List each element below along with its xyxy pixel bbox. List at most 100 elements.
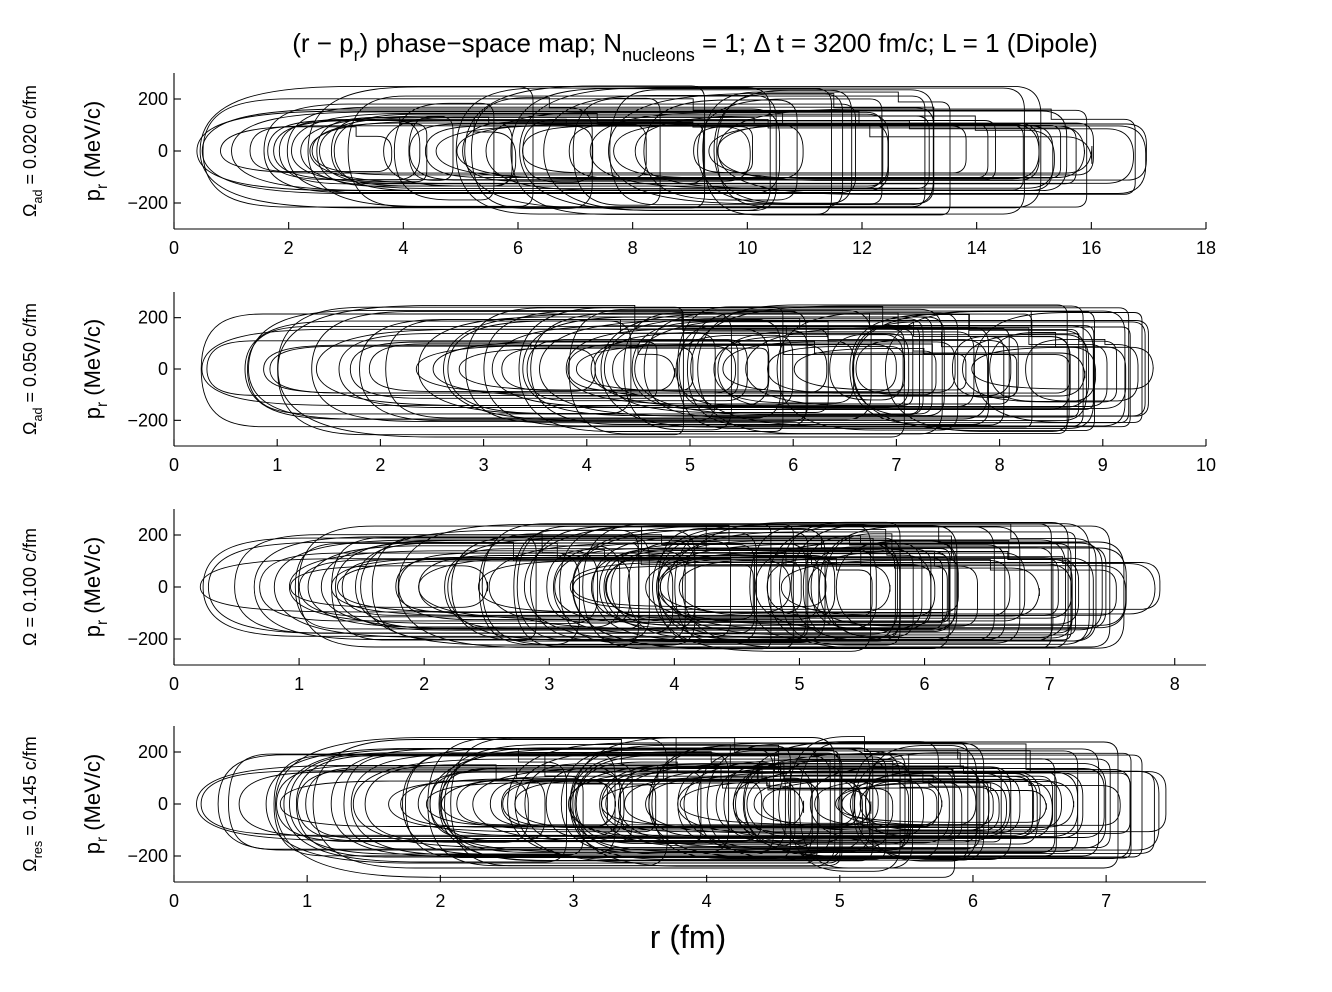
orbit-trace (309, 120, 1134, 184)
orbit-trace (659, 543, 932, 630)
orbit-trace (427, 737, 843, 867)
x-tick-label: 0 (169, 455, 179, 475)
panel-1: 0 2 4 6 8 10 12 14 16 18 200 0 −200 pr (MeV/c) Ωad = 0… (20, 73, 1216, 258)
orbit-trace (207, 541, 674, 634)
orbit-trace (199, 85, 1042, 209)
orbit-traces (196, 736, 1167, 878)
x-tick-label: 4 (398, 238, 408, 258)
orbit-trace (295, 754, 1143, 858)
orbit-trace (418, 556, 754, 620)
orbit-trace (708, 124, 1040, 180)
orbit-trace (220, 125, 1093, 174)
orbit-trace (717, 123, 1040, 181)
orbit-trace (599, 547, 1127, 629)
orbit-trace (686, 311, 807, 427)
orbit-trace (276, 765, 842, 843)
orbit-trace (196, 110, 1068, 192)
orbit-trace (592, 535, 1054, 641)
orbit-trace (248, 310, 872, 420)
orbit-trace (835, 782, 1047, 823)
orbit-trace (603, 318, 829, 413)
x-tick-label: 4 (582, 455, 592, 475)
orbit-trace (298, 559, 936, 618)
x-tick-label: 18 (1196, 238, 1216, 258)
orbit-trace (217, 754, 1160, 851)
orbit-trace (288, 550, 599, 624)
orbit-trace (627, 541, 731, 638)
orbit-trace (648, 771, 1041, 838)
orbit-trace (307, 545, 621, 628)
y-tick-label: 200 (138, 525, 168, 545)
panel-2: 0 1 2 3 4 5 6 7 8 9 10 200 0 −200 pr (MeV/c) Ωad = 0.05… (20, 292, 1216, 475)
orbit-trace (571, 525, 1125, 649)
orbit-trace (717, 331, 1127, 409)
orbit-trace (702, 91, 951, 216)
orbit-trace (742, 741, 939, 858)
orbit-trace (717, 108, 1136, 195)
x-tick-label: 9 (1098, 455, 1108, 475)
orbit-trace (854, 752, 1012, 860)
orbit-trace (678, 559, 1040, 617)
orbit-trace (201, 108, 781, 195)
orbit-trace (501, 780, 1075, 828)
orbit-trace (855, 339, 937, 396)
orbit-trace (575, 344, 897, 393)
x-tick-label: 14 (967, 238, 987, 258)
orbit-trace (409, 123, 1147, 181)
orbit-traces (196, 85, 1147, 216)
x-tick-label: 6 (513, 238, 523, 258)
orbit-trace (247, 325, 920, 415)
orbit-trace (569, 562, 1161, 610)
orbit-trace (398, 552, 820, 621)
y-axis-label: pr (MeV/c) (80, 319, 111, 420)
orbit-trace (435, 125, 1062, 179)
orbit-trace (277, 304, 905, 438)
orbit-trace (524, 763, 633, 843)
orbit-trace (462, 121, 751, 182)
orbit-trace (408, 116, 454, 181)
orbit-trace (395, 556, 959, 613)
row-label: Ωres = 0.145 c/fm (20, 736, 45, 872)
orbit-trace (753, 781, 879, 824)
orbit-trace (458, 347, 769, 391)
orbit-trace (798, 741, 1119, 869)
orbit-trace (793, 347, 967, 391)
orbit-trace (554, 548, 951, 623)
x-tick-label: 0 (169, 674, 179, 694)
row-label: Ωad = 0.050 c/fm (20, 303, 45, 435)
y-tick-label: 200 (138, 89, 168, 109)
y-tick-label: −200 (127, 193, 168, 213)
x-tick-label: 10 (1196, 455, 1216, 475)
panel-3: 0 1 2 3 4 5 6 7 8 200 0 −200 pr (MeV/c) Ω = 0.100 c/f… (20, 509, 1206, 694)
y-tick-label: 0 (158, 577, 168, 597)
orbit-trace (368, 343, 596, 392)
x-tick-label: 7 (1045, 674, 1055, 694)
orbit-trace (338, 332, 910, 408)
orbit-trace (424, 125, 1085, 178)
x-tick-label: 3 (568, 891, 578, 911)
x-tick-label: 6 (788, 455, 798, 475)
y-tick-label: −200 (127, 629, 168, 649)
x-tick-label: 5 (794, 674, 804, 694)
x-tick-label: 4 (702, 891, 712, 911)
x-tick-label: 8 (628, 238, 638, 258)
orbit-trace (481, 523, 1090, 645)
y-axis-label: pr (MeV/c) (80, 537, 111, 638)
x-tick-label: 3 (479, 455, 489, 475)
orbit-trace (732, 774, 1007, 835)
orbit-trace (269, 345, 737, 394)
orbit-trace (683, 759, 911, 851)
orbit-trace (333, 113, 889, 191)
row-label: Ω = 0.100 c/fm (20, 528, 40, 646)
y-tick-label: −200 (127, 410, 168, 430)
orbit-trace (439, 767, 546, 842)
orbit-trace (315, 328, 770, 407)
x-tick-label: 4 (669, 674, 679, 694)
orbit-trace (677, 762, 796, 847)
orbit-trace (559, 526, 1021, 644)
x-tick-label: 2 (375, 455, 385, 475)
orbit-trace (429, 771, 625, 840)
orbit-trace (572, 97, 661, 206)
